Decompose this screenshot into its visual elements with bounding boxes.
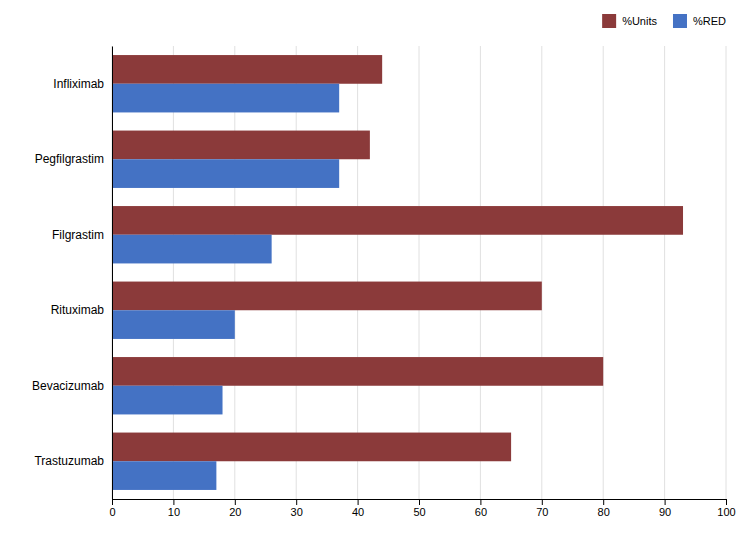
- y-tick: Rituximab: [51, 303, 112, 317]
- bars: [112, 55, 683, 490]
- bar: [112, 461, 216, 490]
- x-tick-label: 50: [413, 506, 425, 518]
- legend-swatch: [602, 14, 616, 28]
- grid-line: [480, 46, 481, 499]
- x-tick-label: 30: [291, 506, 303, 518]
- x-tick-label: 10: [168, 506, 180, 518]
- bar: [112, 159, 339, 188]
- x-tick-label: 40: [352, 506, 364, 518]
- x-tick: 10: [168, 499, 180, 518]
- x-tick-label: 20: [229, 506, 241, 518]
- x-tick: 80: [598, 499, 610, 518]
- x-tick: 50: [413, 499, 425, 518]
- y-axis-line: [112, 47, 113, 500]
- bar: [112, 55, 382, 84]
- y-tick-label: Filgrastim: [52, 228, 104, 242]
- chart: 0 10 20 30 40 50 60 70 80 90 100 Infliximab Pegfilgr…: [0, 0, 750, 533]
- x-tick: 20: [229, 499, 241, 518]
- x-tick-label: 60: [475, 506, 487, 518]
- x-tick: 30: [291, 499, 303, 518]
- bar: [112, 433, 511, 462]
- x-tick-mark: [173, 499, 174, 505]
- x-tick: 90: [659, 499, 671, 518]
- grid-line: [603, 46, 604, 499]
- legend-label: %RED: [693, 15, 726, 27]
- x-tick-label: 90: [659, 506, 671, 518]
- x-tick-mark: [358, 499, 359, 505]
- legend: %Units %RED: [602, 14, 726, 28]
- y-tick: Bevacizumab: [32, 379, 112, 393]
- x-tick: 70: [536, 499, 548, 518]
- x-tick-mark: [665, 499, 666, 505]
- legend-label: %Units: [622, 15, 657, 27]
- x-tick-label: 80: [598, 506, 610, 518]
- x-tick-label: 70: [536, 506, 548, 518]
- bar: [112, 357, 603, 386]
- y-tick: Pegfilgrastim: [35, 152, 112, 166]
- grid-line: [357, 46, 358, 499]
- bar: [112, 206, 683, 235]
- grid-line: [173, 46, 174, 499]
- y-tick-label: Pegfilgrastim: [35, 152, 104, 166]
- y-tick-label: Trastuzumab: [34, 454, 104, 468]
- chart-container: 0 10 20 30 40 50 60 70 80 90 100 Infliximab Pegfilgr…: [0, 0, 750, 533]
- y-axis: Infliximab Pegfilgrastim Filgrastim Rituxim…: [32, 47, 113, 500]
- bar-series: [112, 55, 683, 461]
- x-axis-line: [113, 500, 727, 506]
- bar: [112, 235, 272, 264]
- bar: [112, 310, 235, 339]
- y-tick: Trastuzumab: [34, 454, 112, 468]
- x-tick-mark: [542, 499, 543, 505]
- grid-line: [234, 46, 235, 499]
- x-tick-mark: [235, 499, 236, 505]
- y-tick: Filgrastim: [52, 228, 112, 242]
- plot: 0 10 20 30 40 50 60 70 80 90 100 Infliximab Pegfilgr…: [32, 46, 736, 518]
- bar: [112, 386, 223, 415]
- grid: [112, 46, 726, 499]
- x-axis: 0 10 20 30 40 50 60 70 80 90 100: [109, 499, 735, 518]
- legend-item: %Units: [602, 14, 657, 28]
- legend-item: %RED: [673, 14, 726, 28]
- x-tick-mark: [112, 499, 113, 505]
- grid-line: [726, 46, 727, 499]
- grid-line: [296, 46, 297, 499]
- x-tick: 0: [109, 499, 115, 518]
- bar: [112, 84, 339, 113]
- x-tick: 40: [352, 499, 364, 518]
- grid-line: [541, 46, 542, 499]
- bar: [112, 282, 542, 311]
- bar: [112, 131, 370, 160]
- bar-series: [112, 84, 339, 490]
- x-tick-mark: [419, 499, 420, 505]
- y-tick-label: Bevacizumab: [32, 379, 104, 393]
- x-tick-mark: [480, 499, 481, 505]
- legend-swatch: [673, 14, 687, 28]
- grid-line: [112, 46, 113, 499]
- x-tick: 60: [475, 499, 487, 518]
- grid-line: [419, 46, 420, 499]
- x-tick-label: 100: [717, 506, 735, 518]
- x-tick-mark: [603, 499, 604, 505]
- grid-line: [664, 46, 665, 499]
- x-tick: 100: [717, 499, 735, 518]
- x-tick-label: 0: [109, 506, 115, 518]
- y-tick-label: Infliximab: [53, 77, 104, 91]
- x-tick-mark: [296, 499, 297, 505]
- y-tick-label: Rituximab: [51, 303, 105, 317]
- y-tick: Infliximab: [53, 77, 112, 91]
- x-tick-mark: [726, 499, 727, 505]
